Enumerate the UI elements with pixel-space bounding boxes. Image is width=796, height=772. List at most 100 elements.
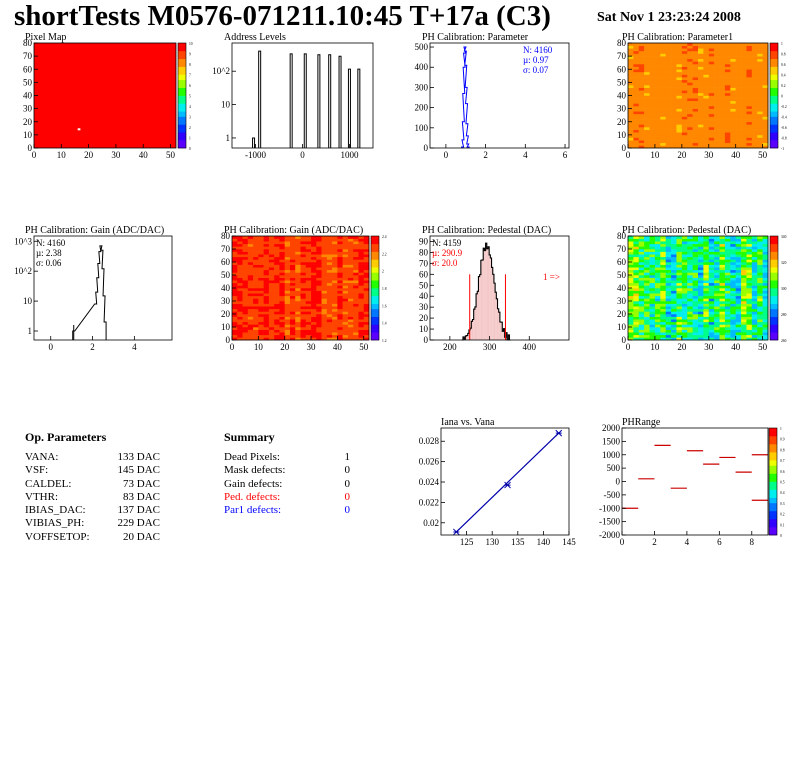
heatmap-cell (698, 262, 704, 265)
heatmap-cell (268, 264, 275, 268)
colorbar-cell (769, 524, 777, 528)
heatmap-cell (628, 254, 634, 258)
colorbar-cell (371, 272, 379, 276)
heatmap-cell (258, 303, 264, 307)
x-tick-label: -1000 (245, 150, 266, 160)
heatmap-cell (708, 48, 715, 52)
heatmap-cell (687, 48, 693, 52)
heatmap-cell (687, 254, 693, 258)
heatmap-cell (735, 82, 742, 86)
heatmap-cell (284, 251, 291, 255)
heatmap-cell (660, 100, 666, 104)
heatmap-cell (730, 251, 736, 255)
heatmap-cell (735, 69, 742, 73)
heatmap-cell (237, 285, 243, 289)
colorbar-tick-label: 0 (780, 534, 782, 538)
colorbar-cell (178, 82, 186, 86)
heatmap-cell (665, 92, 672, 96)
heatmap-cell (316, 285, 322, 289)
heatmap-cell (268, 316, 275, 320)
heatmap-cell (698, 74, 704, 78)
heatmap-cell (762, 319, 769, 323)
heatmap-cell (676, 269, 683, 273)
heatmap-cell (232, 267, 238, 271)
heatmap-cell (274, 298, 280, 302)
heatmap-cell (698, 264, 704, 268)
heatmap-cell (358, 246, 365, 250)
heatmap-cell (735, 277, 742, 281)
heatmap-cell (687, 272, 693, 276)
heatmap-cell (687, 288, 693, 291)
heatmap-cell (676, 92, 683, 96)
heatmap-cell (353, 262, 359, 265)
heatmap-cell (757, 269, 763, 273)
heatmap-cell (730, 69, 736, 73)
heatmap-cell (724, 280, 731, 284)
y-tick-label: 50 (221, 270, 231, 280)
heatmap-cell (326, 334, 333, 338)
heatmap-cell (660, 90, 666, 94)
heatmap-cell (268, 303, 275, 307)
heatmap-cell (353, 238, 359, 242)
heatmap-cell (300, 256, 307, 260)
heatmap-cell (681, 327, 688, 330)
heatmap-cell (247, 280, 254, 284)
colorbar-cell (770, 66, 778, 70)
heatmap-cell (676, 100, 683, 104)
heatmap-cell (698, 50, 704, 54)
heatmap-cell (654, 277, 661, 281)
heatmap-cell (751, 137, 758, 141)
heatmap-cell (654, 50, 661, 54)
heatmap-cell (719, 306, 726, 310)
heatmap-cell (342, 246, 349, 250)
heatmap-cell (300, 264, 307, 268)
heatmap-cell (326, 285, 333, 289)
heatmap-cell (638, 280, 645, 284)
heatmap-cell (698, 332, 704, 336)
heatmap-cell (676, 50, 683, 54)
heatmap-cell (247, 272, 254, 276)
heatmap-cell (746, 334, 753, 338)
heatmap-cell (681, 79, 688, 83)
heatmap-cell (741, 306, 747, 310)
heatmap-cell (242, 285, 249, 289)
heatmap-cell (692, 327, 699, 330)
colorbar-cell (178, 113, 186, 117)
heatmap-cell (242, 295, 249, 299)
heatmap-cell (638, 275, 645, 278)
heatmap-cell (628, 319, 634, 323)
y-tick-label: 30 (23, 104, 33, 114)
heatmap-cell (284, 277, 291, 281)
heatmap-cell (741, 241, 747, 245)
heatmap-cell (735, 337, 742, 341)
heatmap-cell (703, 272, 710, 276)
heatmap-cell (253, 288, 259, 291)
colorbar-cell (178, 137, 186, 141)
heatmap-cell (284, 285, 291, 289)
heatmap-cell (665, 137, 672, 141)
heatmap-cell (305, 293, 312, 297)
heatmap-cell (724, 74, 731, 78)
x-tick-label: 140 (537, 537, 551, 547)
heatmap-cell (284, 256, 291, 260)
colorbar-cell (770, 238, 778, 242)
x-tick-label: 50 (359, 342, 369, 352)
heatmap-cell (258, 314, 264, 317)
heatmap-cell (730, 145, 736, 149)
heatmap-cell (714, 53, 720, 57)
heatmap-cell (644, 82, 650, 86)
heatmap-cell (316, 316, 322, 320)
heatmap-cell (660, 251, 666, 255)
heatmap-cell (644, 249, 650, 252)
heatmap-cell (633, 92, 640, 96)
heatmap-cell (363, 290, 370, 294)
x-tick-label: 20 (280, 342, 290, 352)
heatmap-cell (681, 314, 688, 317)
heatmap-cell (628, 288, 634, 291)
heatmap-cell (698, 327, 704, 330)
heatmap-cell (644, 137, 650, 141)
heatmap-cell (660, 50, 666, 54)
heatmap-cell (274, 241, 280, 245)
colorbar-cell (769, 478, 777, 482)
heatmap-cell (703, 324, 710, 328)
